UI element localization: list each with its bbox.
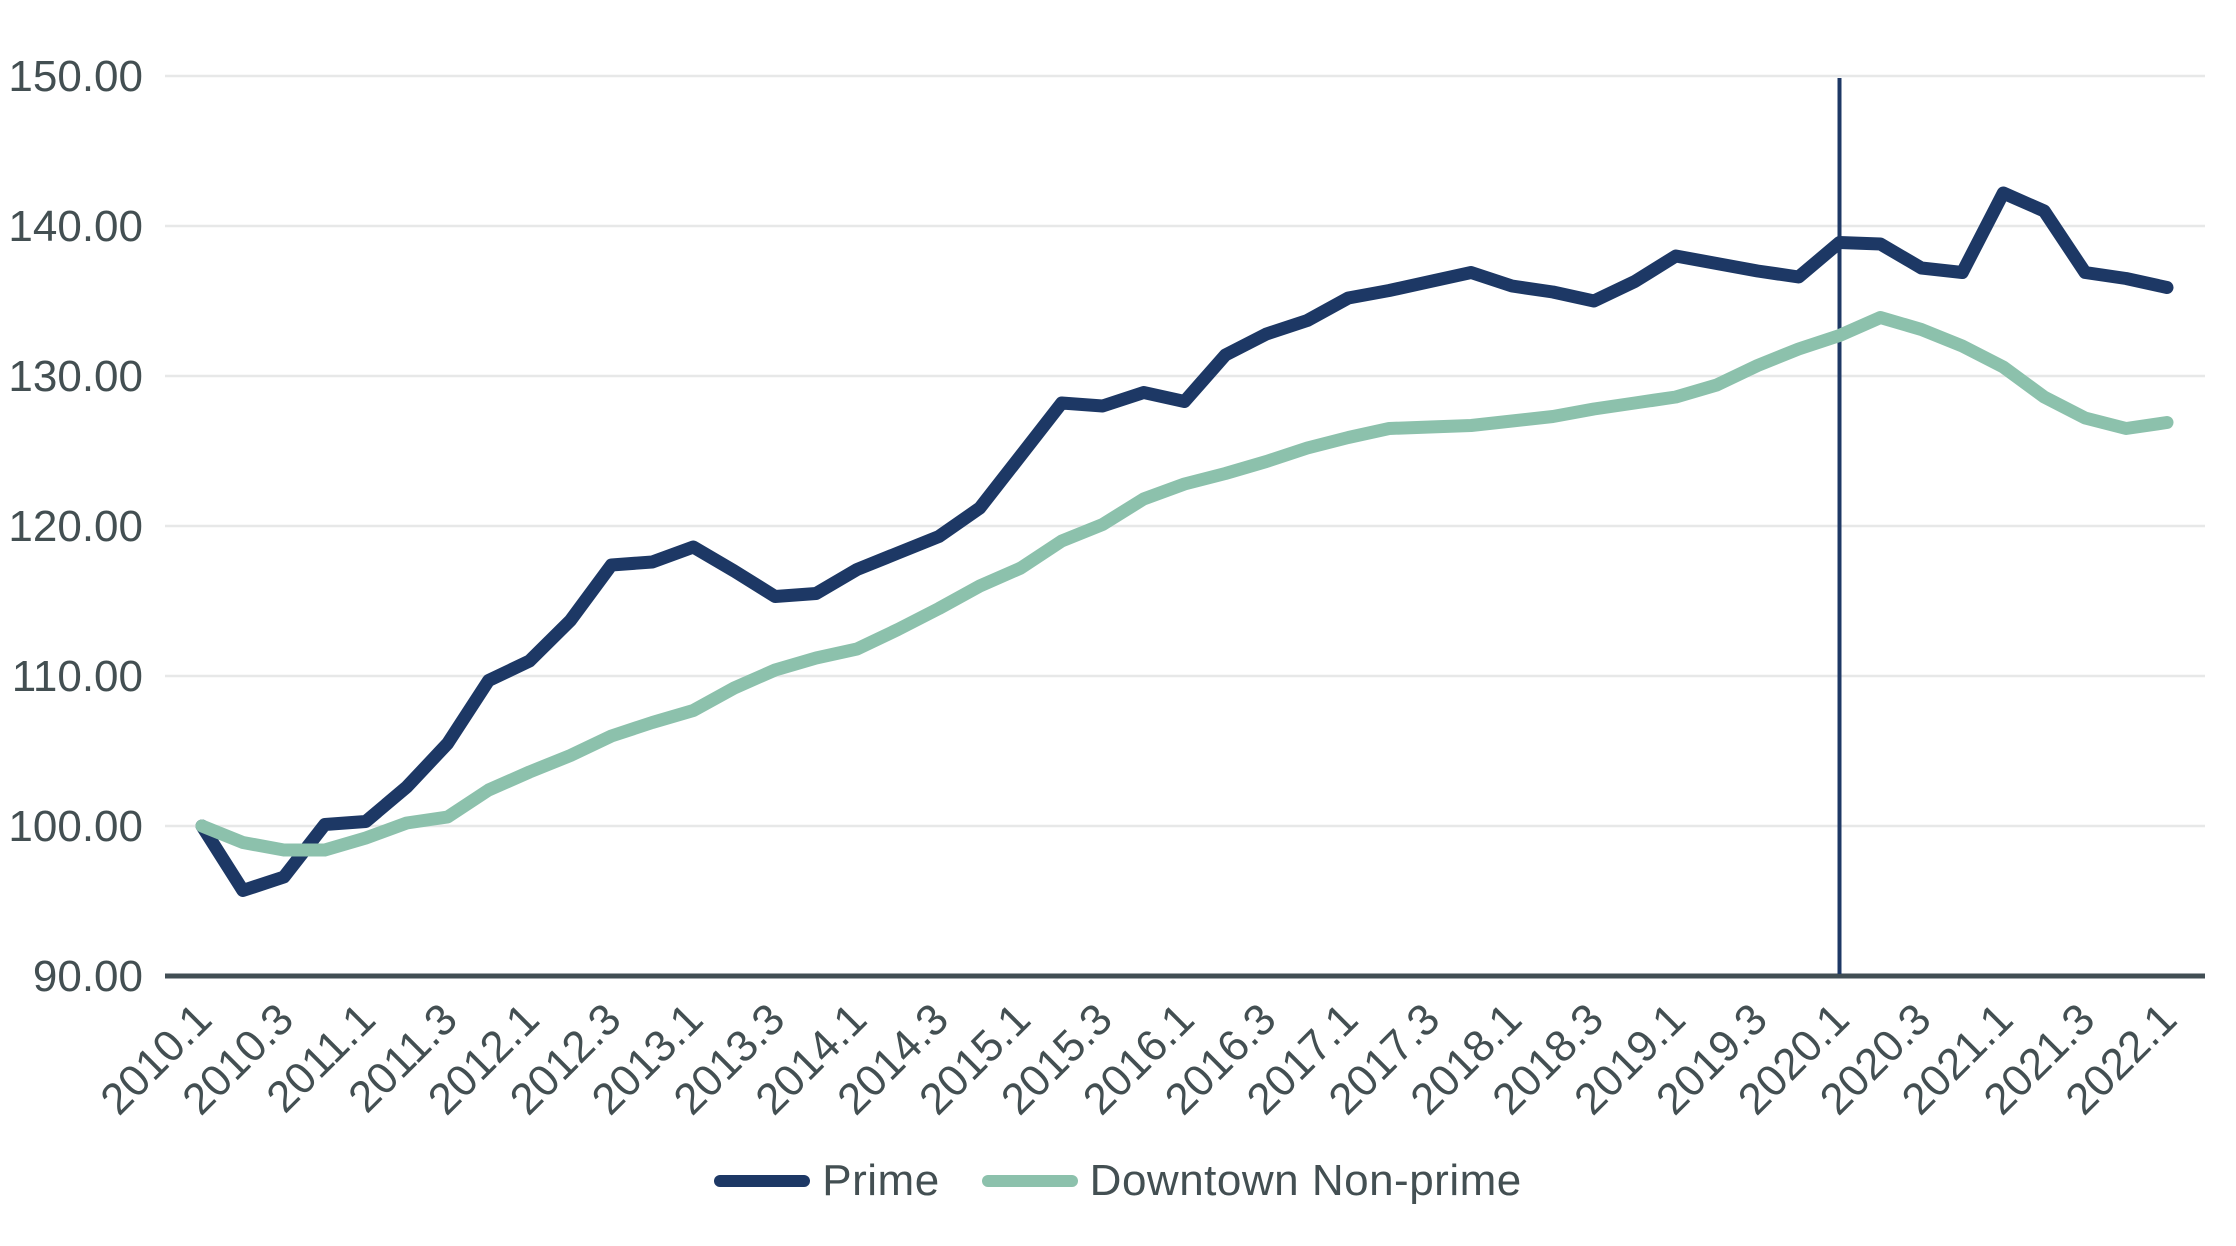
prime-line	[195, 186, 2174, 897]
legend-label-downtown-non-prime: Downtown Non-prime	[1089, 1156, 1522, 1205]
legend-label-prime: Prime	[822, 1156, 940, 1205]
y-axis-tick-label: 90.00	[33, 952, 143, 1001]
y-axis-tick-label: 150.00	[8, 52, 143, 101]
y-axis-tick-label: 140.00	[8, 202, 143, 251]
prime-swatch-icon	[714, 1175, 811, 1187]
y-axis-tick-label: 110.00	[12, 652, 143, 701]
downtown-non-prime-line	[195, 311, 2174, 857]
downtown-non-prime-swatch-icon	[981, 1175, 1078, 1187]
legend-item-downtown-non-prime: Downtown Non-prime	[981, 1156, 1522, 1206]
y-axis-tick-label: 100.00	[8, 802, 143, 851]
legend: Prime Downtown Non-prime	[0, 1156, 2236, 1206]
y-axis-tick-label: 120.00	[8, 502, 143, 551]
y-axis-tick-label: 130.00	[8, 352, 143, 401]
legend-item-prime: Prime	[714, 1156, 939, 1206]
